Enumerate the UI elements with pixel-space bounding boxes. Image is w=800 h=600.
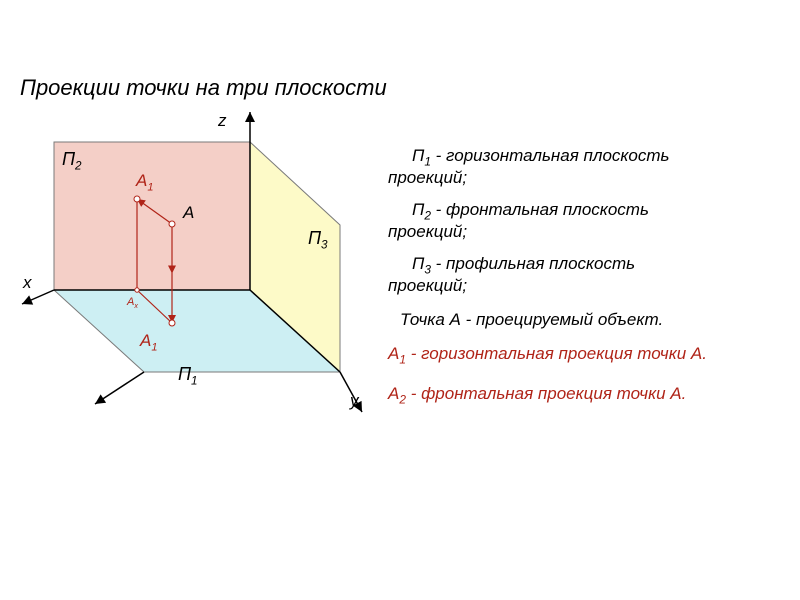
- legend-item: П3 - профильная плоскость: [412, 254, 790, 276]
- legend-item-cont: проекций;: [388, 222, 467, 242]
- legend-item-cont: проекций;: [388, 168, 467, 188]
- projection-diagram: zxyП2П3П1AА1А1Аx: [0, 0, 800, 600]
- legend-text: - фронтальная проекция точки А.: [406, 384, 686, 403]
- legend-subscript: 3: [424, 262, 431, 276]
- legend-text: - профильная плоскость: [431, 254, 635, 273]
- legend-symbol: П: [412, 200, 424, 219]
- axis-z-label: z: [217, 111, 227, 130]
- legend-text: - горизонтальная плоскость: [431, 146, 670, 165]
- legend-item: А2 - фронтальная проекция точки А.: [388, 384, 790, 406]
- point-label-a: A: [182, 203, 194, 222]
- legend-text: - проецируемый объект.: [461, 310, 663, 329]
- axis-y-label: y: [349, 391, 360, 410]
- legend-item: П1 - горизонтальная плоскость: [412, 146, 790, 168]
- legend-item: А1 - горизонтальная проекция точки А.: [388, 344, 790, 366]
- legend-symbol: А: [388, 344, 399, 363]
- legend-symbol: А: [388, 384, 399, 403]
- legend-item: П2 - фронтальная плоскость: [412, 200, 790, 222]
- legend-symbol: Точка А: [400, 310, 461, 329]
- legend-subscript: 1: [424, 154, 431, 168]
- legend-subscript: 2: [399, 392, 406, 406]
- plane-p2: [54, 142, 250, 290]
- legend-text: - фронтальная плоскость: [431, 200, 649, 219]
- legend-symbol: П: [412, 146, 424, 165]
- legend-text: - горизонтальная проекция точки А.: [406, 344, 707, 363]
- legend-subscript: 2: [424, 208, 431, 222]
- legend-item: Точка А - проецируемый объект.: [400, 310, 790, 330]
- axis-x-label: x: [22, 273, 32, 292]
- legend-item-cont: проекций;: [388, 276, 467, 296]
- legend-symbol: П: [412, 254, 424, 273]
- legend-subscript: 1: [399, 352, 406, 366]
